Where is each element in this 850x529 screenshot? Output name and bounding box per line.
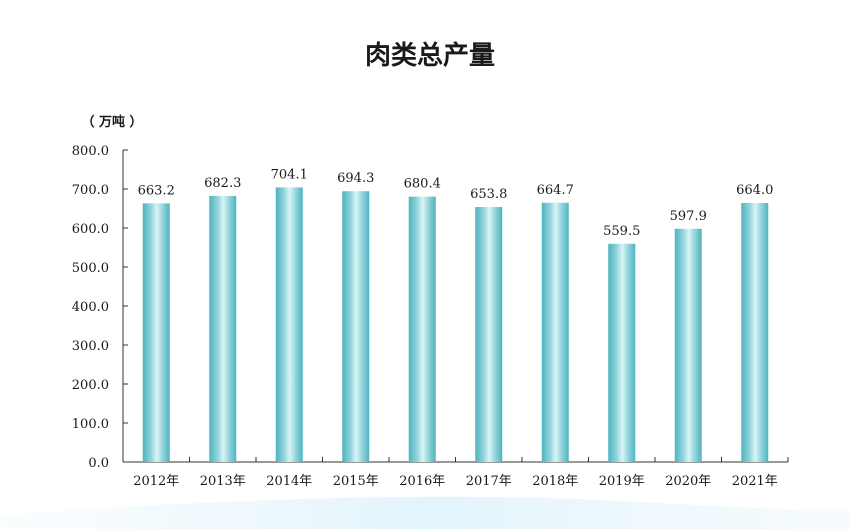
bar (209, 195, 237, 462)
x-axis-labels: 2012年 2013年 2014年 2015年 2016年 2017年 2018年 2019年… (133, 457, 789, 489)
x-category-label: 2020年 (665, 474, 711, 489)
x-category-label: 2021年 (732, 474, 778, 489)
y-axis-ticks: 0.0 100.0 200.0 300.0 400.0 500.0 600.0 700.0 80… (72, 144, 128, 471)
bar (541, 202, 569, 462)
bar-value-label: 664.0 (736, 183, 773, 198)
y-tick-label: 800.0 (72, 144, 109, 159)
bar (142, 203, 170, 463)
x-category-label: 2015年 (333, 474, 379, 489)
bar (741, 203, 769, 463)
y-tick-label: 100.0 (72, 417, 109, 432)
y-axis-unit-label: （ 万吨 ） (81, 114, 142, 130)
bar (674, 228, 702, 462)
y-tick-label: 0.0 (88, 456, 109, 471)
x-category-label: 2014年 (266, 474, 312, 489)
y-tick-label: 600.0 (72, 222, 109, 237)
y-tick-label: 400.0 (72, 300, 109, 315)
bar-value-label: 653.8 (470, 187, 507, 202)
background-wave (0, 496, 850, 529)
bar-value-label: 664.7 (537, 183, 574, 198)
bar-value-label: 597.9 (670, 209, 707, 224)
x-category-label: 2013年 (200, 474, 246, 489)
value-labels: 663.2 682.3 704.1 694.3 680.4 653.8 664.7 559.5… (138, 167, 774, 238)
bar (475, 207, 503, 462)
bar (608, 243, 636, 462)
x-category-label: 2012年 (133, 474, 179, 489)
bar (342, 191, 370, 462)
y-tick-label: 200.0 (72, 378, 109, 393)
bar-value-label: 663.2 (138, 183, 175, 198)
y-tick-label: 300.0 (72, 339, 109, 354)
x-category-label: 2019年 (599, 474, 645, 489)
bar-value-label: 682.3 (204, 176, 241, 191)
bar-value-label: 694.3 (337, 171, 374, 186)
x-category-label: 2017年 (466, 474, 512, 489)
bar (275, 187, 303, 462)
y-tick-label: 500.0 (72, 261, 109, 276)
x-category-label: 2018年 (532, 474, 578, 489)
bar-value-label: 704.1 (271, 167, 308, 182)
y-tick-label: 700.0 (72, 183, 109, 198)
chart-title: 肉类总产量 (365, 41, 495, 71)
bar-value-label: 680.4 (404, 177, 441, 192)
x-category-label: 2016年 (399, 474, 445, 489)
bar (408, 196, 436, 463)
bar-series (142, 187, 769, 463)
bar-value-label: 559.5 (603, 224, 640, 239)
